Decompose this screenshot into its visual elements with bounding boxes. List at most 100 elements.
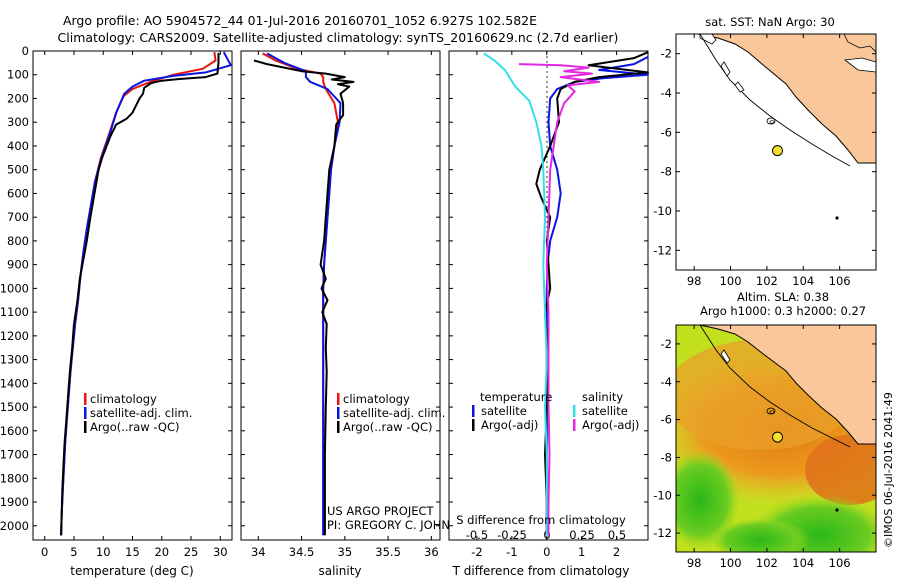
series-line-satellite-adj-clim (266, 52, 342, 536)
y-tick-label: 1100 (0, 305, 29, 319)
salinity-xlabel: salinity (318, 564, 361, 578)
map-x-tick-label: 106 (829, 556, 851, 570)
y-tick-label: 2000 (0, 519, 29, 533)
x2-tick-label: -0.25 (497, 528, 527, 542)
x-tick-label: 34.5 (289, 545, 315, 559)
map-x-tick-label: 104 (792, 556, 814, 570)
map-x-tick-label: 102 (756, 556, 778, 570)
y-tick-label: 100 (7, 68, 29, 82)
legend-swatch-climatology (84, 393, 87, 405)
map-y-tick-label: -4 (661, 375, 672, 389)
salinity-panel: 34 34.5 35 35.5 36 salinity climatology sate… (240, 50, 475, 578)
y-tick-label: 1700 (0, 448, 29, 462)
legend-swatch-argo (337, 421, 340, 433)
series-line-argo-raw-qc (253, 59, 355, 536)
legend-swatch-s-argo (573, 419, 576, 431)
legend-swatch-t-argo (472, 419, 475, 431)
credit-pi: PI: GREGORY C. JOHNSON (327, 518, 475, 532)
y-tick-label: 500 (7, 163, 29, 177)
sla-map-panel: Altim. SLA: 0.38 Argo h1000: 0.3 h2000: … (653, 290, 877, 570)
map-x-tick-label: 100 (720, 556, 742, 570)
x-tick-label: 2 (613, 545, 620, 559)
map-y-tick-label: -10 (653, 204, 672, 218)
y-tick-label: 1800 (0, 471, 29, 485)
x-tick-label: 0 (41, 545, 48, 559)
legend-swatch-t-satellite (472, 405, 475, 417)
map-y-tick-label: -12 (653, 526, 672, 540)
imos-credit: ©IMOS 06-Jul-2016 2041:49 (882, 392, 895, 548)
legend-salinity-title: salinity (582, 390, 623, 404)
y-tick-label: 1500 (0, 400, 29, 414)
y-tick-label: 1400 (0, 376, 29, 390)
y-tick-label: 1600 (0, 424, 29, 438)
legend-swatch-satellite (337, 407, 340, 419)
sst-map-panel: sat. SST: NaN Argo: 30 98 100 102 104 106 -2 -… (653, 15, 877, 288)
legend-swatch-climatology (337, 393, 340, 405)
x-tick-label: 5 (70, 545, 77, 559)
x-tick-label: 25 (184, 545, 199, 559)
x-tick-label: 35.5 (375, 545, 401, 559)
legend-satellite: satellite-adj. clim. (90, 406, 192, 420)
temperature-legend: climatology satellite-adj. clim. Argo(..… (84, 392, 192, 434)
map-x-tick-label: 98 (687, 274, 702, 288)
sst-map-title: sat. SST: NaN Argo: 30 (705, 15, 835, 29)
map-y-tick-label: -4 (661, 86, 672, 100)
x-tick-label: 0 (543, 545, 550, 559)
sla-map-float-marker (772, 431, 783, 443)
y-tick-label: 300 (7, 115, 29, 129)
sla-map-land (699, 325, 876, 512)
map-x-tick-label: 102 (756, 274, 778, 288)
y-tick-label: 1200 (0, 329, 29, 343)
x-tick-label: 20 (154, 545, 169, 559)
sst-map-float-marker (772, 145, 783, 157)
legend-swatch-argo (84, 421, 87, 433)
legend-t-argo: Argo(-adj) (481, 418, 538, 432)
map-y-tick-label: -6 (661, 125, 672, 139)
x-tick-label: -2 (471, 545, 482, 559)
legend-argo: Argo(..raw -QC) (343, 420, 433, 434)
x2-tick-label: 0.25 (569, 528, 595, 542)
salinity-plot-frame (240, 50, 441, 541)
sst-map-frame (675, 33, 877, 271)
map-y-tick-label: -12 (653, 243, 672, 257)
sst-map-land (697, 34, 876, 220)
t-diff-xlabel: T difference from climatology (452, 564, 630, 578)
difference-panel: -2 -1 0 1 2-0.5 -0.25 0 0.25 0.5 S difference fr… (448, 50, 649, 578)
y-tick-label: 200 (7, 91, 29, 105)
y-tick-label: 600 (7, 186, 29, 200)
map-y-tick-label: -2 (661, 47, 672, 61)
legend-climatology: climatology (90, 392, 157, 406)
y-tick-label: 1000 (0, 281, 29, 295)
x-tick-label: 35 (338, 545, 353, 559)
map-x-tick-label: 100 (720, 274, 742, 288)
x2-tick-label: 0.5 (608, 528, 626, 542)
x-tick-label: 36 (424, 545, 439, 559)
legend-s-argo: Argo(-adj) (582, 418, 639, 432)
sla-map-title: Altim. SLA: 0.38 (737, 290, 829, 304)
x-tick-label: 10 (96, 545, 111, 559)
sumatra-land (697, 34, 876, 164)
series-line-s-satellite (483, 52, 548, 536)
temperature-plot-frame (32, 50, 233, 541)
y-tick-label: 800 (7, 234, 29, 248)
y-tick-label: 700 (7, 210, 29, 224)
title-line-1: Argo profile: AO 5904572_44 01-Jul-2016 … (63, 13, 537, 28)
map-y-tick-label: -8 (661, 165, 672, 179)
y-tick-label: 900 (7, 258, 29, 272)
y-tick-label: 1900 (0, 495, 29, 509)
credit-project: US ARGO PROJECT (327, 504, 435, 518)
legend-swatch-s-satellite (573, 405, 576, 417)
legend-s-satellite: satellite (582, 404, 628, 418)
map-y-tick-label: -6 (661, 413, 672, 427)
map-y-tick-label: -8 (661, 450, 672, 464)
x-tick-label: 34 (251, 545, 266, 559)
map-y-tick-label: -2 (661, 337, 672, 351)
y-tick-label: 1300 (0, 353, 29, 367)
coast-line (699, 325, 851, 448)
map-y-tick-label: -10 (653, 488, 672, 502)
x-tick-label: -1 (506, 545, 517, 559)
temperature-panel: 0100200300400500600700800900100011001200… (0, 44, 233, 578)
sla-map-frame (675, 324, 877, 553)
legend-argo: Argo(..raw -QC) (90, 420, 180, 434)
